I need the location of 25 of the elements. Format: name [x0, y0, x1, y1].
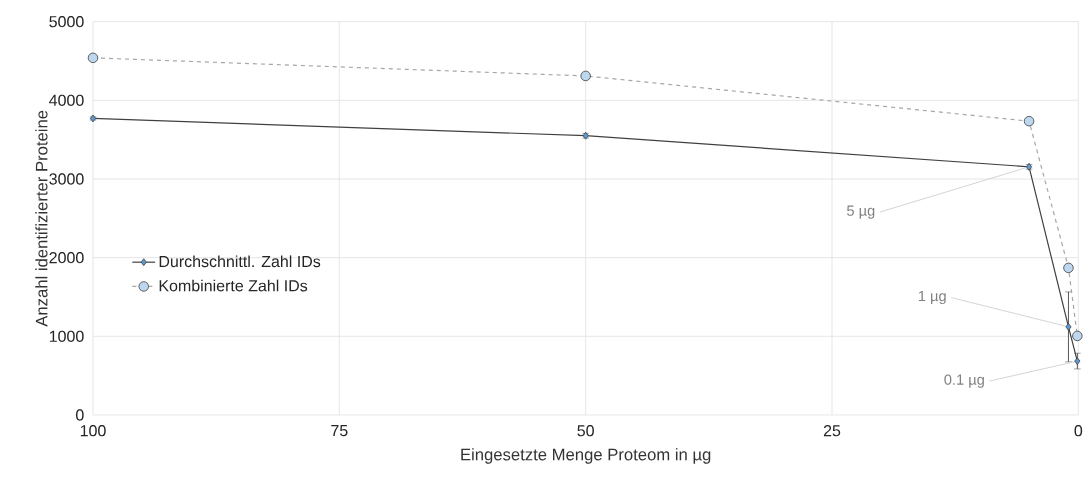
point	[87, 52, 99, 64]
point	[1065, 323, 1072, 331]
x-tick-label: 100	[80, 425, 106, 437]
y-tick-label: 5000	[49, 16, 84, 28]
y-tick-label: 0	[76, 409, 84, 421]
point	[1023, 115, 1035, 127]
point	[1063, 262, 1074, 274]
x-tick-label: 25	[823, 425, 841, 437]
annotation: 1 µg	[918, 290, 946, 305]
annotation: 5 µg	[847, 205, 875, 219]
legend-label: Durchschnittl. Zahl IDs	[159, 255, 321, 268]
point	[1072, 330, 1083, 342]
x-tick-label: 50	[577, 425, 594, 437]
point	[1074, 357, 1081, 365]
x-tick-label: 0	[1074, 425, 1083, 437]
annotation: 0.1 µg	[944, 374, 984, 388]
x-axis-title: Eingesetzte Menge Proteom in µg	[461, 448, 711, 464]
legend-label: Kombinierte Zahl IDs	[159, 279, 308, 292]
y-tick-label: 1000	[49, 330, 84, 342]
point	[580, 70, 591, 82]
y-tick-label: 2000	[49, 252, 84, 264]
x-tick-label: 75	[331, 425, 348, 437]
y-tick-label: 3000	[49, 173, 84, 185]
y-axis-title: Anzahl identifizierter Proteine	[35, 110, 48, 327]
y-tick-label: 4000	[49, 94, 84, 106]
